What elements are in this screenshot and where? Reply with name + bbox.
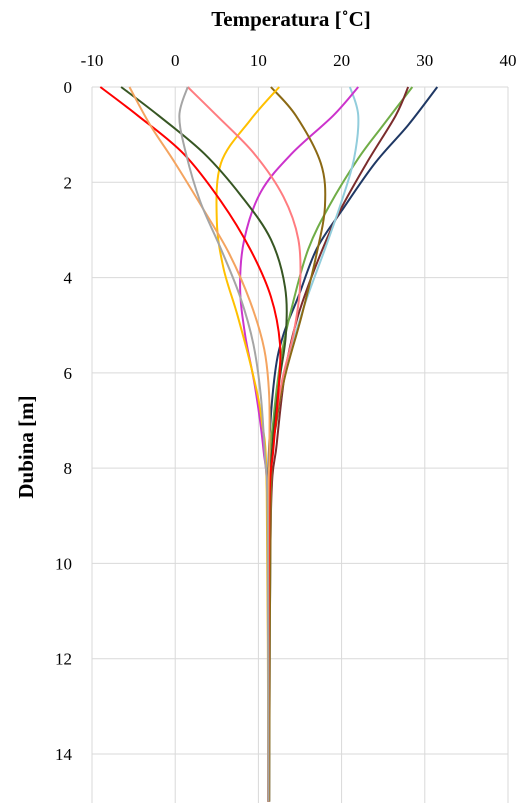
plot-gridlines <box>91 86 509 803</box>
x-tick-label: 30 <box>416 51 433 70</box>
x-tick-label: 0 <box>171 51 180 70</box>
x-tick-label: 10 <box>250 51 267 70</box>
chart-title: Temperatura [˚C] <box>211 7 371 31</box>
y-tick-label: 4 <box>64 269 73 288</box>
series-line-2 <box>267 86 414 802</box>
y-axis-label: Dubina [m] <box>14 395 38 498</box>
series-line-5 <box>239 86 359 802</box>
series-line-6 <box>268 86 327 802</box>
x-tick-label: 40 <box>500 51 517 70</box>
series-line-8 <box>186 86 302 802</box>
y-tick-label: 2 <box>64 173 73 192</box>
x-tick-label: -10 <box>81 51 104 70</box>
y-tick-label: 14 <box>55 745 73 764</box>
series-line-10 <box>99 86 282 802</box>
y-tick-label: 6 <box>64 364 73 383</box>
axis-tick-labels: -10 0 10 20 30 40 0 2 4 6 8 10 12 14 <box>55 51 517 764</box>
y-tick-label: 0 <box>64 78 73 97</box>
series-line-11 <box>128 86 271 802</box>
series-line-9 <box>120 86 288 802</box>
series-line-12 <box>178 86 270 802</box>
y-tick-label: 12 <box>55 650 72 669</box>
y-tick-label: 10 <box>55 554 72 573</box>
plot-series <box>99 86 439 802</box>
series-line-3 <box>268 86 410 802</box>
y-tick-label: 8 <box>64 459 73 478</box>
x-tick-label: 20 <box>333 51 350 70</box>
series-line-1 <box>267 86 439 802</box>
